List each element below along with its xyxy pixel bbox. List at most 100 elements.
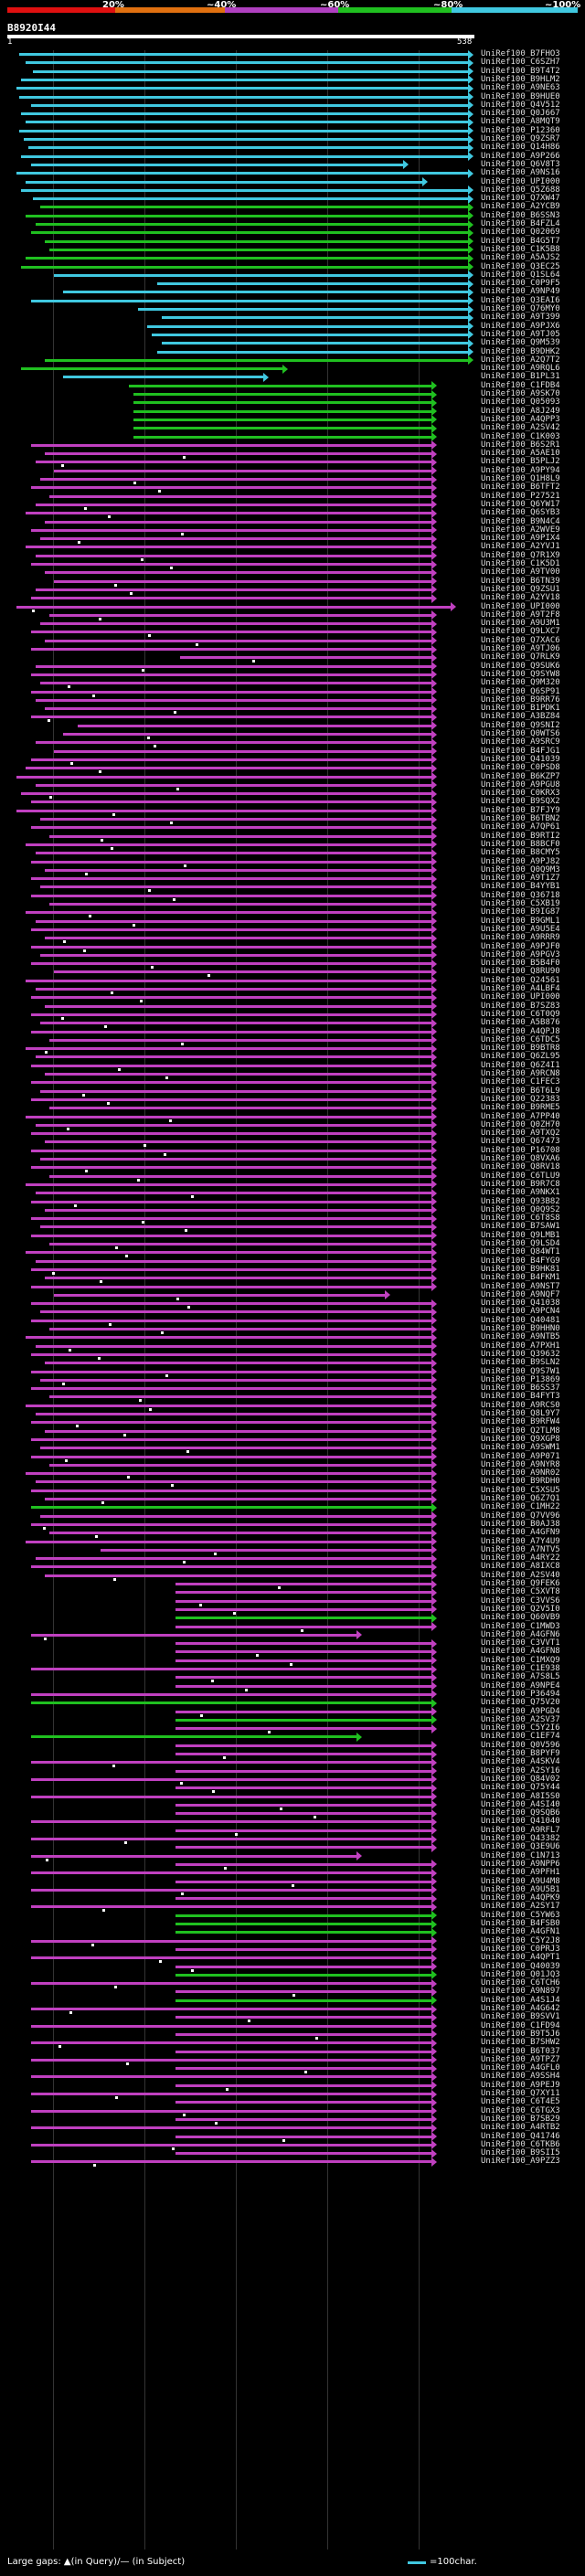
hit-label[interactable]: UniRef100_B9GML1 bbox=[481, 916, 560, 926]
hit-label[interactable]: UniRef100_A9NE63 bbox=[481, 83, 560, 93]
hit-bar[interactable] bbox=[30, 1234, 433, 1237]
hit-bar[interactable] bbox=[44, 1429, 433, 1433]
hit-label[interactable]: UniRef100_C5XSU5 bbox=[481, 1485, 560, 1495]
hit-label[interactable]: UniRef100_A4QPK9 bbox=[481, 1893, 560, 1903]
hit-bar[interactable] bbox=[175, 1659, 433, 1662]
hit-bar[interactable] bbox=[30, 1506, 433, 1510]
hit-bar[interactable] bbox=[175, 1897, 433, 1901]
hit-bar[interactable] bbox=[175, 2083, 433, 2087]
hit-label[interactable]: UniRef100_B4FYG9 bbox=[481, 1256, 560, 1266]
hit-label[interactable]: UniRef100_A9PZZ3 bbox=[481, 2157, 560, 2167]
hit-label[interactable]: UniRef100_A9SK70 bbox=[481, 389, 560, 398]
hit-label[interactable]: UniRef100_Q05093 bbox=[481, 398, 560, 408]
hit-label[interactable]: UniRef100_C1K003 bbox=[481, 431, 560, 441]
hit-bar[interactable] bbox=[30, 1956, 433, 1960]
hit-bar[interactable] bbox=[175, 1846, 433, 1850]
hit-label[interactable]: UniRef100_Q9SQB6 bbox=[481, 1808, 560, 1818]
hit-label[interactable]: UniRef100_B9HUE0 bbox=[481, 91, 560, 101]
hit-label[interactable]: UniRef100_Q22383 bbox=[481, 1094, 560, 1104]
hit-label[interactable]: UniRef100_Q9ZSR7 bbox=[481, 134, 560, 143]
hit-bar[interactable] bbox=[152, 333, 469, 336]
hit-label[interactable]: UniRef100_B9T5J6 bbox=[481, 2029, 560, 2039]
hit-bar[interactable] bbox=[138, 308, 469, 311]
hit-label[interactable]: UniRef100_A2SY16 bbox=[481, 1765, 560, 1776]
hit-label[interactable]: UniRef100_B9HK81 bbox=[481, 1264, 560, 1274]
hit-label[interactable]: UniRef100_C1MXQ9 bbox=[481, 1655, 560, 1665]
hit-bar[interactable] bbox=[175, 1990, 433, 1994]
hit-bar[interactable] bbox=[21, 112, 469, 116]
hit-bar[interactable] bbox=[35, 919, 433, 923]
hit-label[interactable]: UniRef100_C0PRJ3 bbox=[481, 1944, 560, 1954]
hit-label[interactable]: UniRef100_A9NP49 bbox=[481, 287, 560, 297]
hit-label[interactable]: UniRef100_Q6Z7Q1 bbox=[481, 1494, 560, 1503]
hit-bar[interactable] bbox=[30, 1352, 433, 1356]
hit-bar[interactable] bbox=[48, 1243, 433, 1246]
hit-bar[interactable] bbox=[48, 1038, 433, 1042]
hit-bar[interactable] bbox=[30, 1565, 433, 1569]
hit-label[interactable]: UniRef100_B6KZP7 bbox=[481, 771, 560, 781]
hit-bar[interactable] bbox=[54, 749, 433, 753]
hit-label[interactable]: UniRef100_A7PP40 bbox=[481, 1111, 560, 1121]
hit-bar[interactable] bbox=[175, 2067, 433, 2071]
hit-bar[interactable] bbox=[48, 903, 433, 906]
hit-bar[interactable] bbox=[26, 979, 433, 982]
hit-label[interactable]: UniRef100_Q76MY0 bbox=[481, 304, 560, 313]
hit-label[interactable]: UniRef100_B6SSN3 bbox=[481, 210, 560, 220]
hit-bar[interactable] bbox=[30, 103, 469, 107]
hit-bar[interactable] bbox=[175, 1617, 433, 1620]
hit-bar[interactable] bbox=[156, 282, 469, 286]
hit-label[interactable]: UniRef100_Q9M320 bbox=[481, 678, 560, 688]
hit-bar[interactable] bbox=[30, 1820, 433, 1824]
hit-label[interactable]: UniRef100_A9PIX4 bbox=[481, 534, 560, 544]
hit-label[interactable]: UniRef100_A9N897 bbox=[481, 1987, 560, 1997]
hit-label[interactable]: UniRef100_B4FJG1 bbox=[481, 746, 560, 756]
hit-label[interactable]: UniRef100_Q3E9U6 bbox=[481, 1842, 560, 1852]
hit-label[interactable]: UniRef100_Q0Q9M3 bbox=[481, 864, 560, 875]
hit-bar[interactable] bbox=[44, 239, 469, 243]
hit-label[interactable]: UniRef100_C3VVT1 bbox=[481, 1638, 560, 1648]
hit-label[interactable]: UniRef100_B9SQX2 bbox=[481, 797, 560, 807]
hit-bar[interactable] bbox=[26, 257, 469, 260]
hit-label[interactable]: UniRef100_Q9SYW8 bbox=[481, 669, 560, 679]
hit-bar[interactable] bbox=[175, 1727, 433, 1731]
hit-bar[interactable] bbox=[33, 197, 469, 201]
hit-bar[interactable] bbox=[30, 1081, 433, 1085]
hit-bar[interactable] bbox=[18, 95, 469, 99]
hit-label[interactable]: UniRef100_Q0WTS6 bbox=[481, 729, 560, 738]
hit-label[interactable]: UniRef100_Q8RV18 bbox=[481, 1162, 560, 1172]
hit-bar[interactable] bbox=[30, 299, 469, 302]
hit-bar[interactable] bbox=[175, 2152, 433, 2156]
hit-label[interactable]: UniRef100_Q6YW17 bbox=[481, 499, 560, 509]
hit-bar[interactable] bbox=[30, 860, 433, 864]
hit-bar[interactable] bbox=[44, 1140, 433, 1144]
hit-label[interactable]: UniRef100_Q0V596 bbox=[481, 1740, 560, 1750]
hit-bar[interactable] bbox=[30, 1149, 433, 1152]
hit-bar[interactable] bbox=[175, 2135, 433, 2138]
hit-label[interactable]: UniRef100_B9DHK2 bbox=[481, 346, 560, 356]
hit-bar[interactable] bbox=[30, 945, 433, 949]
hit-bar[interactable] bbox=[35, 988, 433, 991]
hit-bar[interactable] bbox=[39, 206, 469, 209]
hit-bar[interactable] bbox=[30, 1982, 433, 1986]
hit-label[interactable]: UniRef100_B4FKM1 bbox=[481, 1273, 560, 1283]
hit-label[interactable]: UniRef100_C3VVS6 bbox=[481, 1595, 560, 1606]
hit-label[interactable]: UniRef100_C6SZH7 bbox=[481, 58, 560, 68]
hit-bar[interactable] bbox=[30, 996, 433, 1000]
hit-bar[interactable] bbox=[39, 478, 433, 481]
hit-bar[interactable] bbox=[39, 818, 433, 821]
hit-label[interactable]: UniRef100_B6TBN2 bbox=[481, 814, 560, 823]
hit-label[interactable]: UniRef100_C0KRX3 bbox=[481, 789, 560, 799]
hit-bar[interactable] bbox=[30, 1285, 433, 1288]
hit-label[interactable]: UniRef100_A4QPT1 bbox=[481, 1953, 560, 1963]
hit-label[interactable]: UniRef100_C6T0Q9 bbox=[481, 1009, 560, 1019]
hit-label[interactable]: UniRef100_B9HLM2 bbox=[481, 74, 560, 84]
hit-label[interactable]: UniRef100_B9HHN0 bbox=[481, 1324, 560, 1333]
hit-label[interactable]: UniRef100_A9P266 bbox=[481, 151, 560, 161]
hit-label[interactable]: UniRef100_Q3EC25 bbox=[481, 261, 560, 271]
hit-bar[interactable] bbox=[30, 1522, 433, 1526]
hit-bar[interactable] bbox=[30, 1012, 433, 1016]
hit-bar[interactable] bbox=[35, 741, 433, 745]
hit-bar[interactable] bbox=[77, 724, 433, 727]
hit-bar[interactable] bbox=[26, 767, 433, 770]
hit-bar[interactable] bbox=[44, 358, 469, 362]
